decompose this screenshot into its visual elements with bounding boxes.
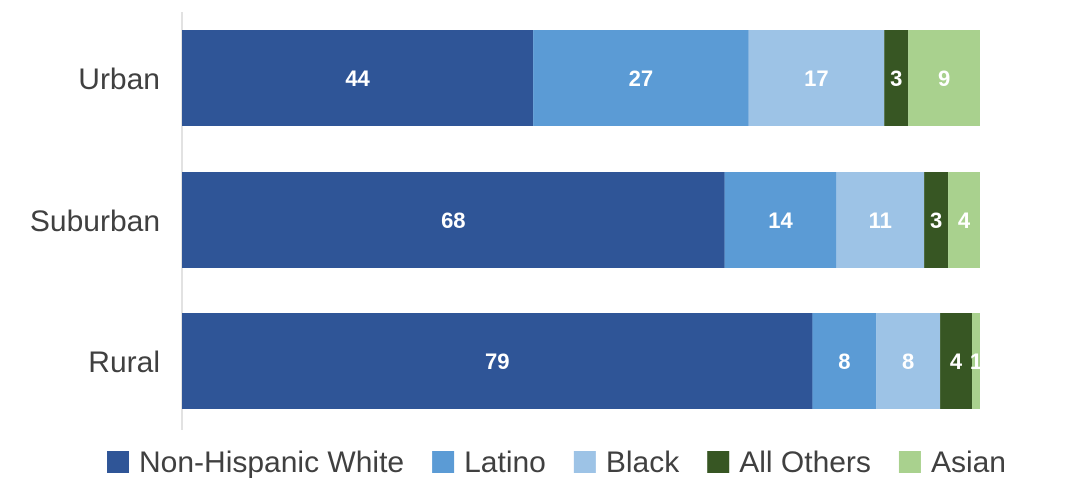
data-label-rural-latino: 8: [838, 349, 850, 374]
bar-rural-asian: [972, 313, 980, 409]
legend-label-asian: Asian: [931, 446, 1006, 479]
legend-label-non-hispanic-white: Non-Hispanic White: [139, 446, 404, 479]
bar-suburban-all-others: [924, 172, 949, 268]
legend-swatch-latino: [432, 451, 455, 473]
legend-label-all-others: All Others: [739, 446, 871, 479]
legend-swatch-non-hispanic-white: [107, 451, 130, 473]
data-label-suburban-non-hispanic-white: 68: [441, 208, 465, 233]
bar-rural-all-others: [940, 313, 973, 409]
legend-swatch-asian: [898, 451, 921, 473]
bar-rural-black: [876, 313, 941, 409]
data-label-rural-asian: 1: [970, 349, 982, 374]
data-label-suburban-black: 11: [869, 208, 892, 233]
bar-suburban-black: [836, 172, 925, 268]
data-label-rural-all-others: 4: [950, 349, 963, 374]
bar-suburban-non-hispanic-white: [182, 172, 725, 268]
bar-suburban-asian: [948, 172, 980, 268]
bar-rural-non-hispanic-white: [182, 313, 813, 409]
data-label-urban-latino: 27: [629, 66, 653, 91]
data-label-rural-non-hispanic-white: 79: [485, 349, 509, 374]
category-label-suburban: Suburban: [30, 205, 160, 238]
legend: Non-Hispanic White Latino Black All Others A…: [107, 446, 1006, 479]
bar-urban-asian: [908, 30, 980, 126]
bar-suburban-latino: [724, 172, 837, 268]
data-label-suburban-all-others: 3: [930, 208, 942, 233]
data-label-suburban-asian: 4: [958, 208, 971, 233]
data-labels-layer: 44 27 17 3 968 14 11 3 479 8 8 4 1: [345, 66, 982, 374]
legend-swatch-all-others: [707, 451, 730, 473]
bar-urban-latino: [533, 30, 749, 126]
bars-layer: [182, 30, 980, 409]
bar-rural-latino: [812, 313, 877, 409]
legend-label-latino: Latino: [464, 446, 546, 479]
category-label-urban: Urban: [78, 63, 160, 96]
legend-label-black: Black: [606, 446, 680, 479]
bar-urban-all-others: [884, 30, 909, 126]
category-label-rural: Rural: [88, 346, 160, 379]
bar-urban-black: [748, 30, 885, 126]
data-label-rural-black: 8: [902, 349, 914, 374]
data-label-urban-all-others: 3: [890, 66, 902, 91]
category-labels: Urban Suburban Rural: [30, 63, 160, 379]
data-label-suburban-latino: 14: [768, 208, 793, 233]
data-label-urban-black: 17: [804, 66, 828, 91]
legend-swatch-black: [573, 451, 596, 473]
data-label-urban-non-hispanic-white: 44: [345, 66, 370, 91]
bar-urban-non-hispanic-white: [182, 30, 534, 126]
data-label-urban-asian: 9: [938, 66, 950, 91]
